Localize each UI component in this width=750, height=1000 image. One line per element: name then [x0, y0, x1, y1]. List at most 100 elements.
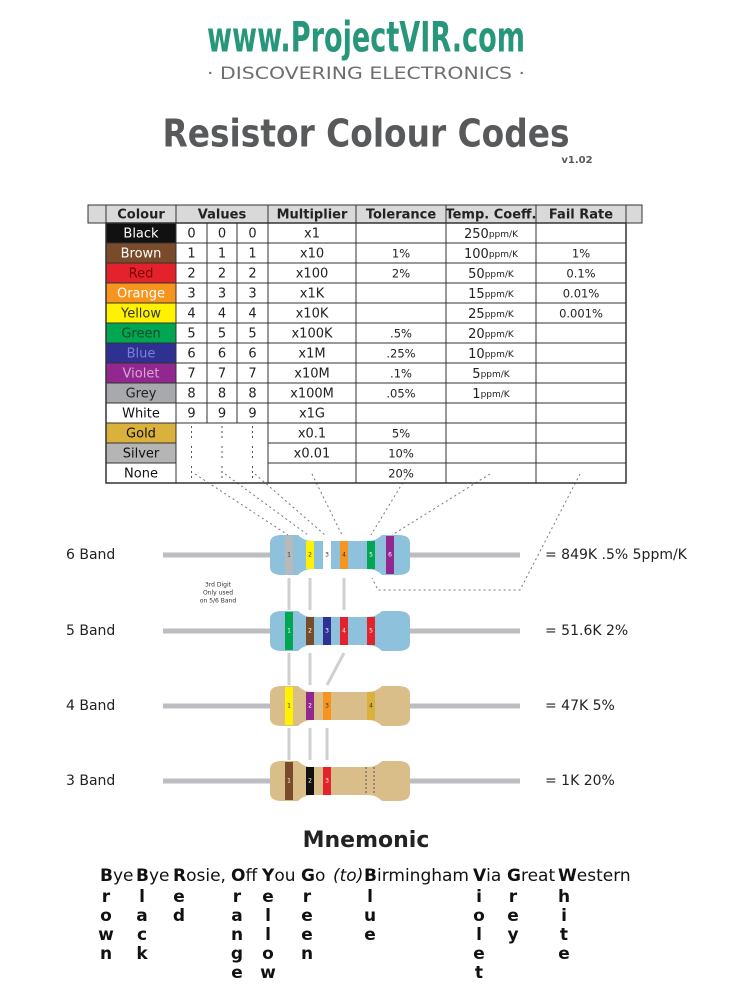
down-letter: l [476, 925, 482, 945]
digit: 8 [187, 387, 195, 402]
down-letter: n [231, 925, 243, 945]
digit: 8 [218, 387, 226, 402]
initial: G [301, 866, 315, 886]
down-letter: i [476, 887, 482, 907]
temp-value: 100 [464, 247, 489, 262]
digit: 0 [248, 227, 256, 242]
down-letter: r [509, 887, 518, 907]
temp-value: 50 [468, 267, 485, 282]
word-rest: ye [113, 866, 134, 886]
colour-name: Gold [126, 427, 156, 442]
down-letter: h [558, 887, 570, 907]
multiplier: x1K [300, 287, 325, 302]
word-rest: irmingham [377, 866, 469, 886]
band-number: 4 [342, 628, 346, 635]
band [323, 541, 331, 569]
temp-unit: ppm/K [485, 330, 515, 340]
digit: 0 [218, 227, 226, 242]
mnemonic-word: Via [473, 866, 501, 886]
band-count: 3 Band [66, 773, 115, 789]
band [323, 767, 331, 795]
colour-name: Red [129, 267, 154, 282]
tolerance-cell [355, 282, 447, 304]
initial: B [136, 866, 149, 886]
band [285, 536, 293, 574]
band-number: 2 [308, 703, 312, 710]
mnemonic-word: Rosie, [173, 866, 226, 886]
word-rest: o [315, 866, 325, 886]
band-number: 5 [369, 628, 373, 635]
digit: 7 [218, 367, 226, 382]
down-letter: e [231, 963, 243, 983]
digit: 3 [248, 287, 256, 302]
digit: 1 [248, 247, 256, 262]
down-letter: y [507, 925, 518, 945]
table-border [105, 222, 627, 484]
band [306, 541, 314, 569]
band-number: 3 [325, 552, 329, 559]
initial: V [473, 866, 487, 886]
band-note: Only used [203, 590, 233, 597]
column-header: Values [198, 208, 247, 223]
band-number: 1 [287, 703, 291, 710]
temp-value: 20 [468, 327, 485, 342]
digit: 3 [218, 287, 226, 302]
digit: 9 [218, 407, 226, 422]
temp-coeff: 1ppm/K [472, 387, 511, 402]
digit: 6 [187, 347, 195, 362]
result: = 1K 20% [545, 773, 615, 789]
band [386, 536, 394, 574]
mnemonic-word: Off [231, 866, 258, 886]
word-rest: reat [521, 866, 555, 886]
temp-unit: ppm/K [485, 310, 515, 320]
fail-rate-cell [535, 442, 627, 464]
word-rest: ye [149, 866, 170, 886]
down-letter: l [367, 887, 373, 907]
initial: Y [261, 866, 275, 886]
multiplier: x10 [300, 247, 324, 262]
tolerance: 1% [392, 247, 410, 261]
multiplier: x0.1 [298, 427, 326, 442]
digit: 4 [218, 307, 226, 322]
temp-coeff: 20ppm/K [468, 327, 515, 342]
band-connectors [287, 578, 346, 760]
result: = 51.6K 2% [545, 623, 628, 639]
temp-unit: ppm/K [489, 230, 519, 240]
colour-name: Black [123, 227, 159, 242]
word-rest: estern [577, 866, 631, 886]
fail-rate-cell [535, 462, 627, 484]
down-letter: l [139, 887, 145, 907]
temp-coeff: 10ppm/K [468, 347, 515, 362]
mnemonic-word: Birmingham [364, 866, 469, 886]
band-count: 4 Band [66, 698, 115, 714]
down-letter: i [561, 906, 567, 926]
digit: 5 [218, 327, 226, 342]
temp-value: 1 [472, 387, 480, 402]
digit: 9 [248, 407, 256, 422]
digit: 9 [187, 407, 195, 422]
down-letter: o [262, 944, 274, 964]
colour-name: None [124, 467, 158, 482]
down-letter: e [473, 944, 485, 964]
digit: 5 [248, 327, 256, 342]
temp-cell [445, 402, 537, 424]
column-header: Multiplier [277, 208, 348, 223]
down-letter: d [173, 906, 185, 926]
band [285, 762, 293, 800]
band-number: 3 [325, 628, 329, 635]
digit: 3 [187, 287, 195, 302]
tolerance: .5% [390, 327, 412, 341]
digit: 2 [218, 267, 226, 282]
page-title: Resistor Colour Codes [163, 112, 570, 156]
band-note: on 5/6 Band [200, 598, 237, 605]
temp-value: 10 [468, 347, 485, 362]
band [285, 687, 293, 725]
digit: 7 [248, 367, 256, 382]
fail-rate: 0.01% [563, 287, 600, 301]
temp-unit: ppm/K [481, 390, 511, 400]
band [323, 617, 331, 645]
tolerance: 10% [388, 447, 414, 461]
fail-rate-cell [535, 422, 627, 444]
band-number: 4 [342, 552, 346, 559]
